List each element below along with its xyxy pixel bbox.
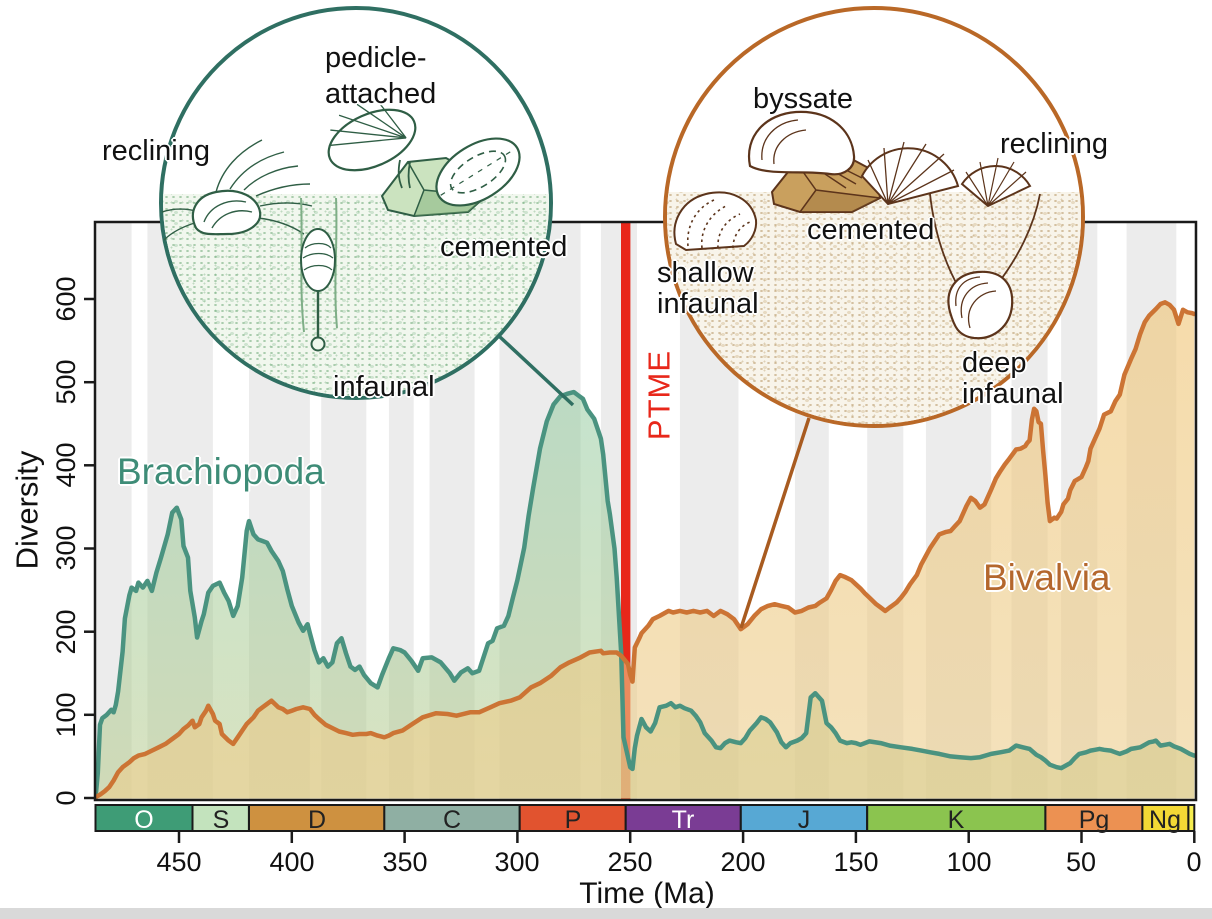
window-bottom-strip	[0, 908, 1212, 919]
bivalvia-curve	[95, 300, 1196, 800]
x-tick-label-450: 450	[156, 847, 202, 877]
y-tick-label-300: 300	[50, 525, 81, 571]
right-cemented-label: cemented	[807, 214, 935, 246]
ptme-line	[621, 222, 631, 800]
deep-line1: deep	[962, 347, 1027, 379]
y-tick-label-400: 400	[50, 442, 81, 488]
brachiopoda-area	[95, 392, 1195, 799]
brachiopod-lifemodes-inset-circle	[159, 6, 553, 400]
x-tick-label-0: 0	[1186, 847, 1202, 877]
byssate-label: byssate	[753, 83, 853, 115]
y-tick-label-200: 200	[50, 609, 81, 655]
plot-frame	[93, 220, 1198, 802]
shallow-infaunal-label: shallow infaunal	[657, 258, 759, 320]
x-tick-label-400: 400	[269, 847, 315, 877]
period-label-Ng: Ng	[1149, 806, 1181, 834]
period-K	[866, 804, 1047, 832]
period-Pg	[1044, 804, 1144, 832]
shallow-line1: shallow	[657, 257, 754, 289]
period-S	[191, 804, 250, 832]
x-tick-label-300: 300	[494, 847, 540, 877]
x-tick-label-100: 100	[946, 847, 992, 877]
right-reclining-label: reclining	[1000, 128, 1108, 160]
stage-band	[309, 222, 322, 800]
y-axis-title: Diversity	[9, 450, 45, 570]
y-tick-label-500: 500	[50, 359, 81, 405]
left-cemented-label: cemented	[440, 231, 568, 263]
x-axis-title: Time (Ma)	[579, 877, 715, 910]
x-tick-label-200: 200	[720, 847, 766, 877]
shallow-line2: infaunal	[657, 288, 759, 320]
ptme-extinction-label: PTME	[641, 349, 677, 441]
period-C	[383, 804, 521, 832]
deep-infaunal-label: deep infaunal	[962, 348, 1064, 410]
period-Q	[1187, 804, 1196, 832]
bivalvia-area	[95, 302, 1195, 799]
x-tick-label-150: 150	[833, 847, 879, 877]
period-label-J: J	[797, 806, 811, 834]
x-tick-label-350: 350	[382, 847, 428, 877]
period-label-Tr: Tr	[671, 806, 695, 834]
left-reclining-label: reclining	[102, 135, 210, 167]
pedicle-line1: pedicle-	[325, 42, 427, 74]
bivalvia-series-label: Bivalvia	[983, 557, 1111, 598]
x-tick-label-250: 250	[607, 847, 653, 877]
period-O	[94, 804, 194, 832]
period-label-O: O	[134, 806, 154, 834]
brachiopoda-curve	[95, 389, 1196, 800]
period-label-D: D	[307, 806, 327, 834]
left-infaunal-label: infaunal	[333, 371, 435, 403]
right-inset-leader-line	[739, 417, 811, 629]
brachiopoda-series-label: Brachiopoda	[117, 451, 325, 492]
pedicle-attached-label: pedicle-attached	[325, 40, 436, 112]
period-label-P: P	[564, 806, 582, 834]
period-label-Pg: Pg	[1078, 806, 1110, 834]
period-label-S: S	[212, 806, 230, 834]
deep-line2: infaunal	[962, 378, 1064, 410]
period-label-C: C	[442, 806, 462, 834]
period-label-K: K	[947, 806, 965, 834]
y-tick-label-0: 0	[50, 790, 81, 806]
period-J	[739, 804, 869, 832]
green-sediment-texture	[163, 194, 549, 396]
y-tick-label-100: 100	[50, 692, 81, 738]
y-tick-label-600: 600	[50, 276, 81, 322]
x-tick-label-50: 50	[1065, 847, 1097, 877]
pedicle-line2: attached	[325, 78, 437, 110]
